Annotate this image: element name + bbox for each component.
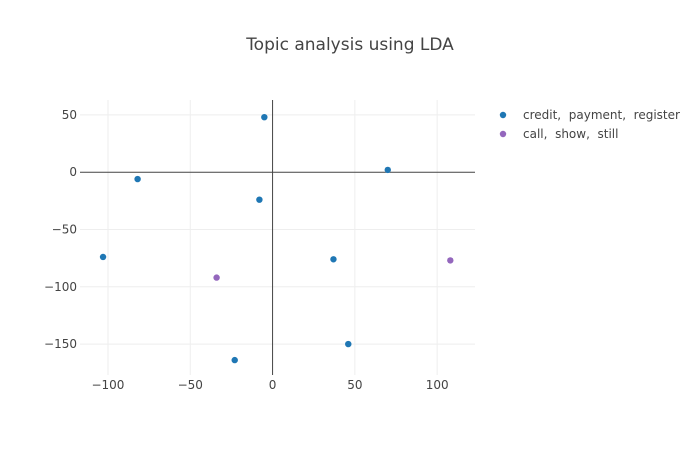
- y-tick-label: 0: [69, 165, 77, 179]
- data-point-series-2: [447, 257, 454, 264]
- data-point-series-2: [213, 274, 220, 281]
- data-point-series-1: [256, 196, 263, 203]
- x-tick-label: −100: [91, 378, 124, 392]
- chart-title: Topic analysis using LDA: [245, 35, 454, 55]
- tick-labels: −100 −50 0 50 100 50 0 −50 −100 −150: [44, 108, 449, 392]
- data-point-series-1: [345, 340, 352, 348]
- data-point-series-1: [384, 166, 391, 174]
- x-tick-label: 100: [426, 378, 449, 392]
- data-points: [99, 113, 454, 364]
- y-tick-label: 50: [62, 108, 77, 122]
- y-tick-label: −50: [52, 222, 77, 236]
- legend-marker-series-1: [499, 111, 507, 119]
- x-tick-label: −50: [178, 378, 203, 392]
- data-point-series-1: [231, 356, 238, 364]
- data-point-series-1: [99, 253, 107, 261]
- data-point-series-1: [330, 256, 337, 263]
- x-tick-label: 50: [347, 378, 362, 392]
- legend-label-series-2: call, show, still: [523, 127, 618, 141]
- data-point-series-1: [134, 175, 141, 183]
- zero-lines: [80, 100, 475, 375]
- legend-marker-series-2: [499, 130, 507, 138]
- data-point-series-1: [261, 113, 268, 121]
- y-tick-label: −150: [44, 337, 77, 351]
- grid-lines: [80, 100, 475, 375]
- y-tick-label: −100: [44, 280, 77, 294]
- x-tick-label: 0: [269, 378, 277, 392]
- legend-label-series-1: credit, payment, register: [523, 108, 680, 122]
- legend: credit, payment, register call, show, sti…: [499, 108, 680, 141]
